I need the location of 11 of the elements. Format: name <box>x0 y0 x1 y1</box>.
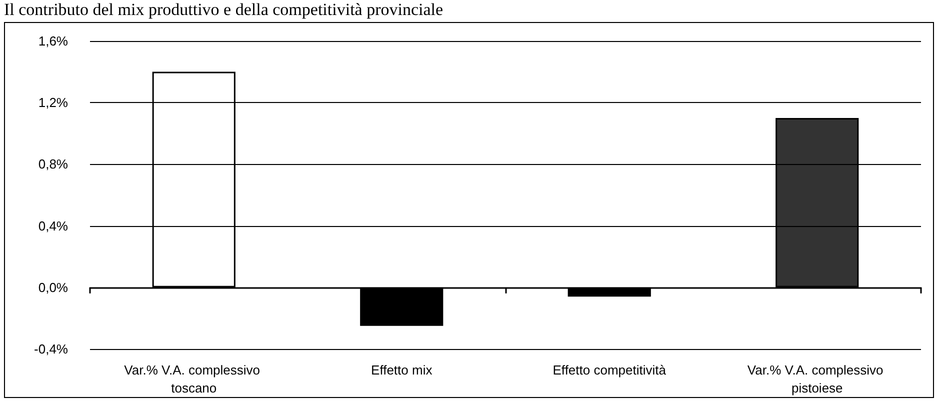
x-tick-label: Effetto competitività <box>552 362 667 378</box>
y-tick-label: -0,4% <box>34 342 68 356</box>
y-tick-label: 1,6% <box>38 34 68 48</box>
y-tick-label: 0,4% <box>38 218 68 234</box>
x-tick-label: Effetto mix <box>371 362 433 378</box>
y-tick-label: 0,8% <box>38 156 68 172</box>
x-tick-label: Var.% V.A. complessivo pistoiese <box>747 362 887 396</box>
y-tick-label: 1,2% <box>38 95 68 110</box>
chart-title: Il contributo del mix produttivo e della competitività provinciale <box>4 0 444 20</box>
x-tick-label: Var.% V.A. complessivo toscano <box>124 362 264 396</box>
y-tick-label: 0,0% <box>38 280 68 295</box>
